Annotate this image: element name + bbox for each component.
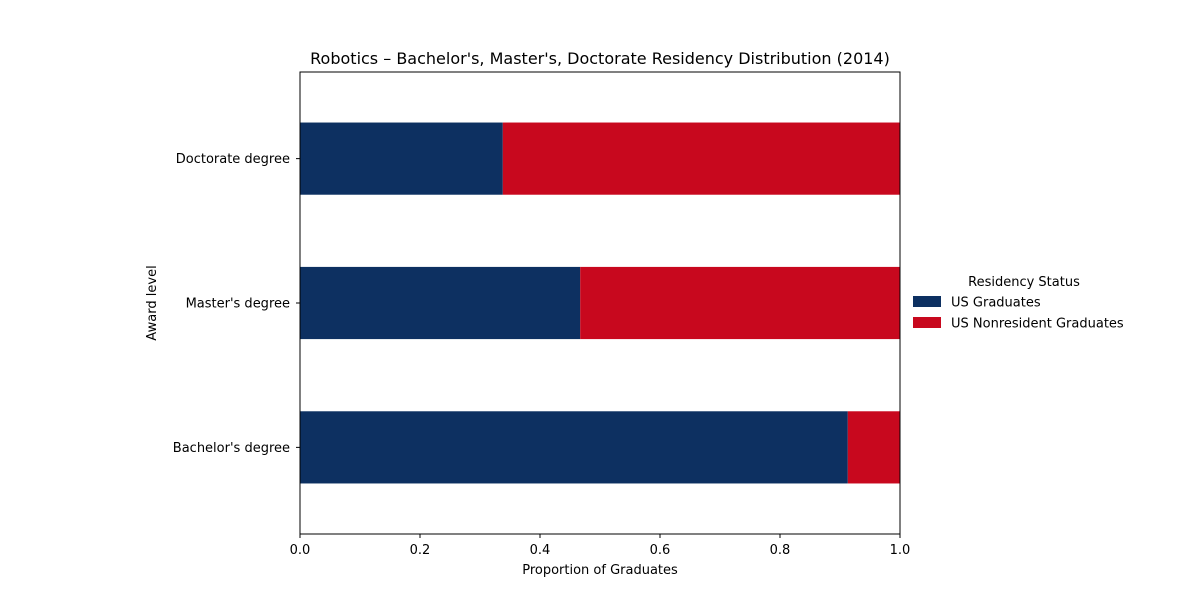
legend-swatch-us: [913, 296, 941, 307]
y-tick-labels: Bachelor's degree Master's degree Doctorat…: [173, 152, 300, 456]
bar-us-1: [300, 266, 581, 340]
y-axis-label: Award level: [145, 265, 160, 340]
legend-swatch-nonresident: [913, 317, 941, 328]
legend: Residency Status US Graduates US Nonresid…: [913, 275, 1124, 332]
x-tick-label: 0.0: [290, 543, 311, 558]
x-tick-labels: 0.0 0.2 0.4 0.6 0.8 1.0: [290, 534, 911, 558]
bars-layer: [300, 122, 900, 484]
legend-label-us: US Graduates: [951, 296, 1041, 311]
legend-items: US Graduates US Nonresident Graduates: [913, 296, 1124, 332]
x-tick-label: 0.6: [650, 543, 671, 558]
bar-nonresident-0: [847, 411, 900, 484]
y-tick-label: Bachelor's degree: [173, 441, 290, 456]
legend-title: Residency Status: [968, 275, 1080, 290]
plot-frame: [299, 71, 901, 535]
x-tick-label: 0.4: [530, 543, 551, 558]
bar-us-2: [300, 122, 503, 195]
y-tick-label: Master's degree: [186, 297, 290, 312]
bar-nonresident-2: [502, 122, 900, 195]
x-axis-label: Proportion of Graduates: [522, 563, 678, 578]
x-tick-label: 0.8: [770, 543, 791, 558]
bar-nonresident-1: [580, 266, 900, 340]
legend-label-nonresident: US Nonresident Graduates: [951, 317, 1124, 332]
chart-title: Robotics – Bachelor's, Master's, Doctora…: [310, 49, 890, 68]
x-tick-label: 1.0: [890, 543, 911, 558]
bar-us-0: [300, 411, 848, 484]
y-tick-label: Doctorate degree: [176, 152, 290, 167]
x-tick-label: 0.2: [410, 543, 431, 558]
